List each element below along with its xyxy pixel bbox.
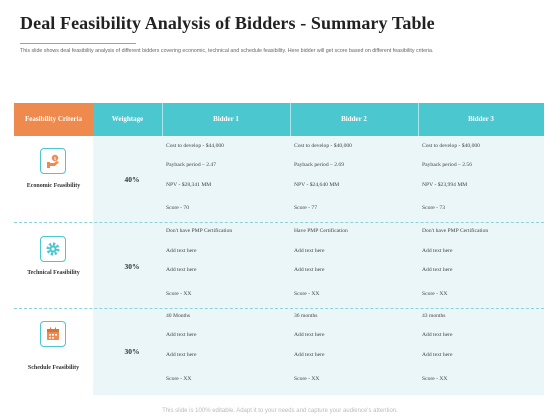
economic-icon-box: $ [40,148,66,174]
table-cell: 40 Months [166,313,191,319]
page-subtitle: This slide shows deal feasibility analys… [20,48,434,54]
criteria-column [14,136,93,395]
money-hand-icon: $ [47,154,59,168]
table-cell: Score - 73 [422,205,445,211]
table-cell: Payback period – 2.47 [166,162,217,168]
table-cell: Add text here [294,267,325,273]
table-cell: Don't have PMP Certification [166,228,233,234]
header-bidder-3: Bidder 3 [468,115,494,123]
table-cell: NPV - $28,341 MM [166,182,212,188]
group-divider [14,222,544,223]
table-cell: Payback period – 2.69 [294,162,345,168]
header-feasibility-criteria: Feasibility Criteria [14,103,93,136]
gear-icon [46,242,60,256]
table-cell: Payback period – 2.56 [422,162,473,168]
table-cell: Score - 77 [294,205,317,211]
header-divider [418,103,419,136]
table-cell: Score - XX [422,376,448,382]
table-body [93,136,544,395]
table-cell: Add text here [294,248,325,254]
header-bidder-1: Bidder 1 [213,115,239,123]
table-cell: NPV - $23,994 MM [422,182,468,188]
table-cell: Add text here [422,332,453,338]
table-cell: Score - XX [294,291,320,297]
page-title: Deal Feasibility Analysis of Bidders - S… [20,13,435,33]
title-underline [20,43,136,44]
table-cell: Cost to develop - $44,000 [166,143,224,149]
table-cell: Score - 70 [166,205,189,211]
table-cell: Add text here [422,248,453,254]
table-cell: Add text here [166,352,197,358]
table-cell: Add text here [166,248,197,254]
table-cell: Don't have PMP Certification [422,228,489,234]
header-band [93,103,544,136]
svg-text:$: $ [54,156,57,162]
header-divider [162,103,163,136]
criteria-schedule-label: Schedule Feasibility [27,365,80,371]
table-cell: 36 months [294,313,318,319]
header-bidder-2: Bidder 2 [341,115,367,123]
header-weightage: Weightage [111,115,144,123]
table-cell: Score - XX [166,291,192,297]
criteria-economic-label: Economic Feasibility [26,183,81,189]
criteria-technical-label: Technical Feasibility [27,270,80,276]
weightage-economic: 40% [124,175,140,184]
table-cell: Add text here [294,352,325,358]
technical-icon-box [40,236,66,262]
header-divider [290,103,291,136]
table-cell: Add text here [422,267,453,273]
table-cell: Have PMP Certification [294,228,348,234]
table-cell: Add text here [294,332,325,338]
schedule-icon-box [40,321,66,347]
footer-note: This slide is 100% editable. Adapt it to… [162,408,398,414]
weightage-schedule: 30% [124,347,140,356]
group-divider [14,308,544,309]
calendar-icon [47,327,59,340]
table-cell: Cost to develop - $40,000 [294,143,352,149]
table-cell: 43 months [422,313,446,319]
table-cell: Score - XX [294,376,320,382]
table-cell: Score - XX [422,291,448,297]
table-cell: Cost to develop - $40,000 [422,143,480,149]
table-cell: Add text here [166,332,197,338]
table-cell: NPV - $24,640 MM [294,182,340,188]
table-cell: Add text here [422,352,453,358]
feasibility-table: Feasibility Criteria Weightage Bidder 1 … [14,103,544,395]
table-cell: Add text here [166,267,197,273]
weightage-technical: 30% [124,262,140,271]
table-cell: Score - XX [166,376,192,382]
